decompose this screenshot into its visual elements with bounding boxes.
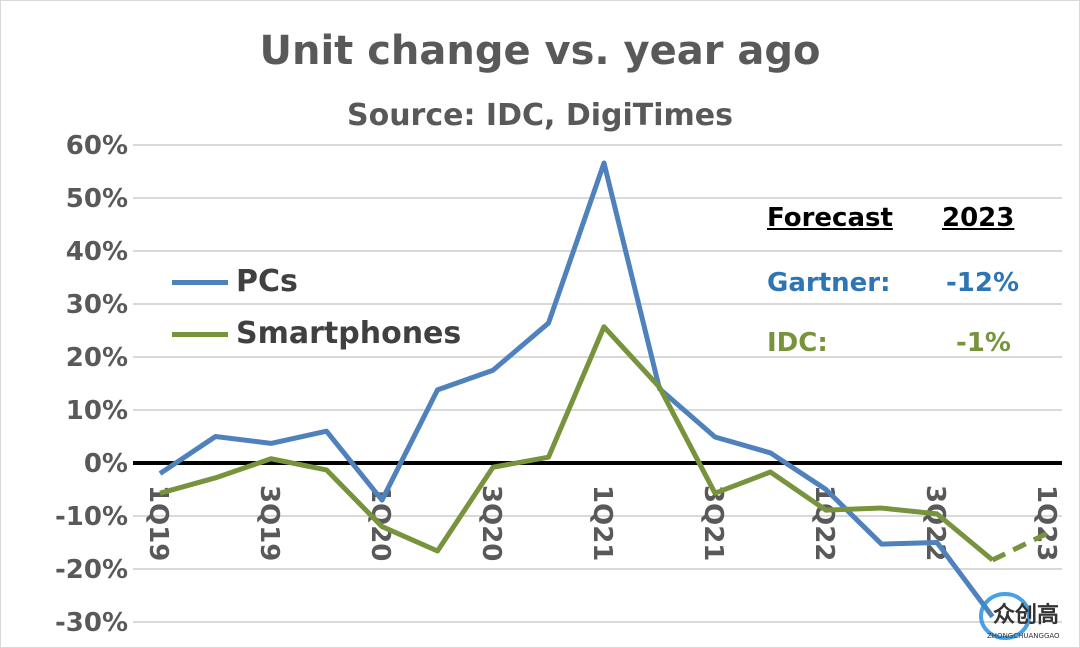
y-tick-label: -10% [55,502,128,532]
legend-item-pcs: PCs [172,264,298,299]
year-header: 2023 [942,203,1015,233]
watermark-logo: 众创高 ZHONGCHUANGGAO [975,588,1075,644]
legend-swatch-pcs [172,280,228,285]
y-tick-label: 40% [66,237,128,267]
x-tick-label: 3Q21 [698,485,728,561]
y-tick-label: 50% [66,184,128,214]
gartner-label: Gartner: [767,268,891,298]
svg-text:ZHONGCHUANGGAO: ZHONGCHUANGGAO [987,632,1060,640]
legend-label-smartphones: Smartphones [236,316,462,351]
y-tick-label: -20% [55,555,128,585]
svg-text:众创高: 众创高 [993,602,1059,628]
y-tick-label: 20% [66,343,128,373]
x-tick-label: 1Q21 [587,485,617,561]
legend-swatch-smartphones [172,332,228,337]
x-tick-label: 1Q19 [143,485,173,561]
y-tick-label: 0% [84,449,128,479]
chart-subtitle: Source: IDC, DigiTimes [346,98,733,133]
series-line-smartphones [159,324,995,562]
forecast-header: Forecast [767,203,893,233]
legend-item-smartphones: Smartphones [172,316,461,351]
chart-title: Unit change vs. year ago [259,28,821,74]
series-line-pcs [158,160,995,619]
series-line-dashed-smartphones [991,530,1050,563]
x-tick-label: 3Q19 [254,485,284,561]
idc-value: -1% [956,328,1011,358]
gartner-value: -12% [946,268,1020,298]
y-tick-label: 30% [66,290,128,320]
y-tick-label: 10% [66,396,128,426]
x-tick-label: 3Q20 [476,485,506,561]
y-tick-label: 60% [66,131,128,161]
watermark-ring-icon: 众创高 ZHONGCHUANGGAO [979,592,1060,640]
legend-label-pcs: PCs [236,264,298,299]
y-tick-label: -30% [55,608,128,638]
idc-label: IDC: [767,328,828,358]
x-tick-label: 1Q23 [1031,485,1061,561]
